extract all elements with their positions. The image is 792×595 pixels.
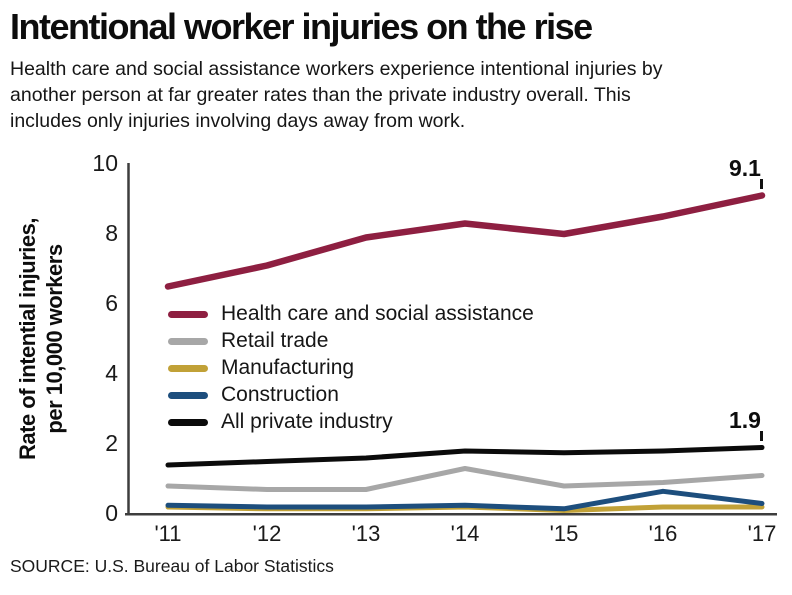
x-tick-label: '11 xyxy=(154,521,182,546)
annotation-label: 9.1 xyxy=(729,154,761,181)
legend-label: Retail trade xyxy=(221,329,329,352)
chart-title: Intentional worker injuries on the rise xyxy=(10,6,593,47)
series-line-health-care-and-social-assistance xyxy=(164,192,766,290)
legend-swatch xyxy=(168,391,208,399)
y-tick-label: 8 xyxy=(105,220,118,246)
x-tick-label: '17 xyxy=(747,521,777,546)
legend-swatch xyxy=(168,364,208,372)
legend-item-construction: Construction xyxy=(168,383,534,406)
source-note: SOURCE: U.S. Bureau of Labor Statistics xyxy=(10,556,334,576)
series-line-all-private-industry xyxy=(165,445,765,468)
legend: Health care and social assistance Retail … xyxy=(168,302,534,433)
y-tick-label: 10 xyxy=(92,150,118,176)
legend-label: Construction xyxy=(221,383,339,406)
series-line-construction xyxy=(165,488,765,512)
x-tick-label: '16 xyxy=(648,521,678,546)
x-tick-label: '15 xyxy=(549,521,579,546)
legend-label: All private industry xyxy=(221,410,393,433)
chart-subtitle-line: Health care and social assistance worker… xyxy=(10,58,663,80)
x-tick-label: '13 xyxy=(351,521,381,546)
y-tick-label: 0 xyxy=(105,500,118,526)
legend-swatch xyxy=(168,418,208,426)
series-line-retail-trade xyxy=(165,466,765,492)
y-tick-label: 6 xyxy=(105,290,118,316)
legend-swatch xyxy=(168,310,208,318)
legend-label: Health care and social assistance xyxy=(221,302,534,325)
legend-item-manufacturing: Manufacturing xyxy=(168,356,534,379)
annotation-label: 1.9 xyxy=(729,406,761,433)
legend-item-retail-trade: Retail trade xyxy=(168,329,534,352)
legend-swatch xyxy=(168,337,208,345)
legend-item-all-private-industry: All private industry xyxy=(168,410,534,433)
legend-item-health-care-and-social-assistance: Health care and social assistance xyxy=(168,302,534,325)
y-tick-label: 4 xyxy=(105,360,118,386)
annotation-tick xyxy=(760,430,763,441)
y-tick-label: 2 xyxy=(105,430,118,456)
chart-subtitle-line: includes only injuries involving days aw… xyxy=(10,110,466,132)
annotation-tick xyxy=(760,178,763,189)
legend-label: Manufacturing xyxy=(221,356,355,379)
x-tick-label: '12 xyxy=(252,521,282,546)
x-tick-label: '14 xyxy=(450,521,480,546)
chart-subtitle: Health care and social assistance worker… xyxy=(10,56,780,134)
chart-subtitle-line: another person at far greater rates than… xyxy=(10,84,631,106)
